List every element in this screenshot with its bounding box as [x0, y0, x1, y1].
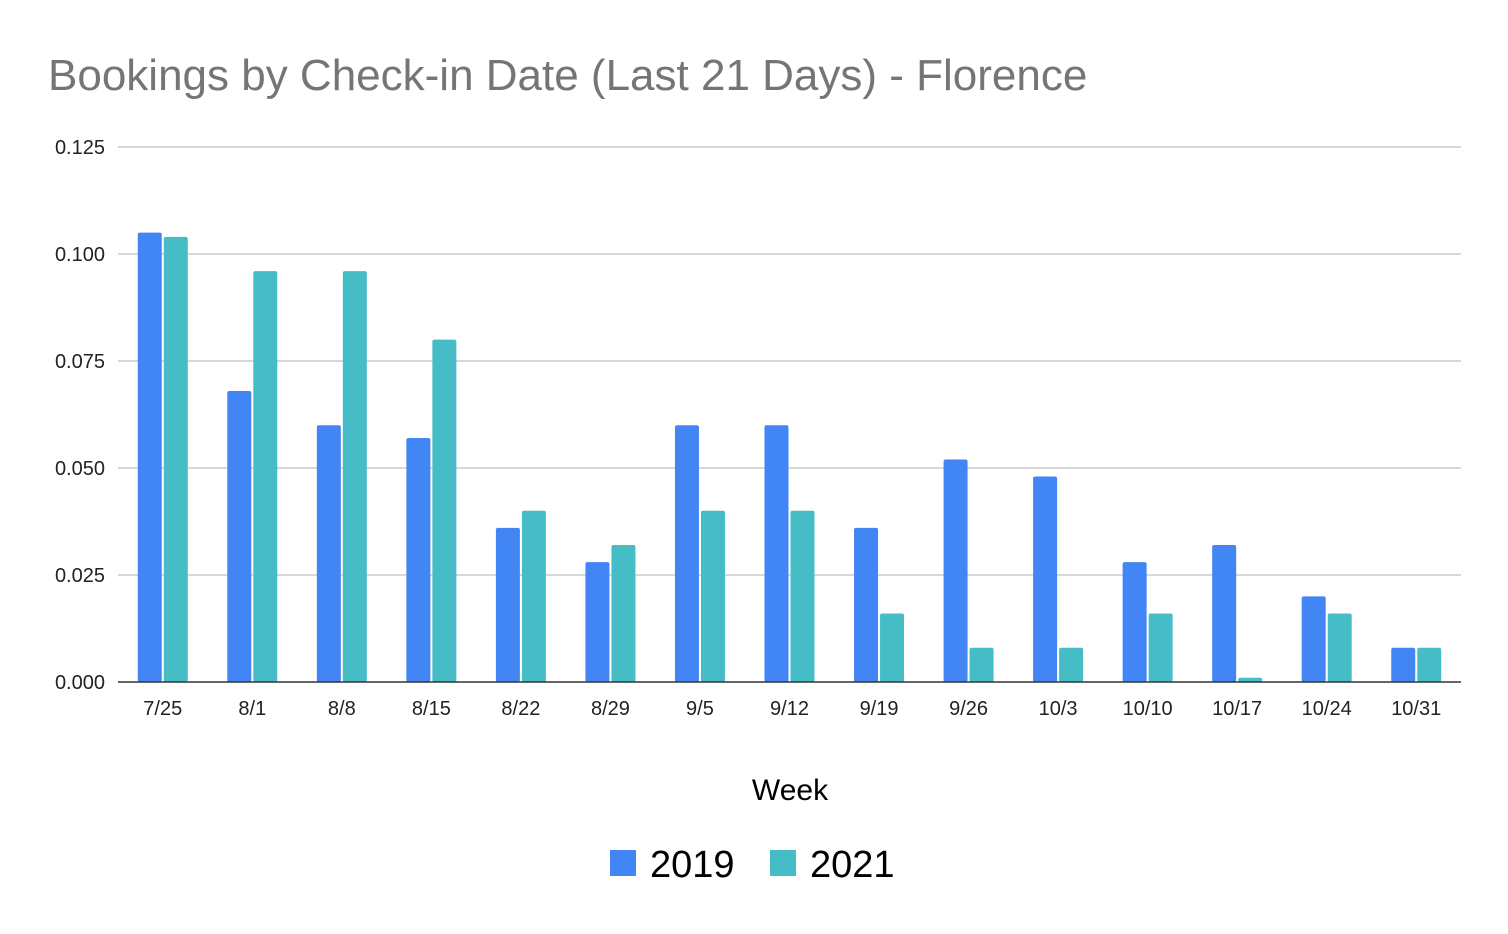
x-tick-label: 10/17	[1212, 698, 1262, 720]
legend-label-2021: 2021	[810, 844, 895, 886]
bar-2021-9-12	[790, 510, 815, 682]
bar-2019-10-10	[1122, 562, 1147, 682]
bar-2019-9-5	[674, 425, 699, 682]
bar-2019-8-22	[495, 527, 520, 682]
bar-2021-9-5	[700, 510, 725, 682]
bar-2019-8-29	[585, 562, 610, 682]
bar-2021-10-10	[1148, 613, 1173, 682]
bar-2019-8-15	[406, 438, 431, 682]
x-tick-label: 8/29	[591, 698, 630, 720]
bar-2019-10-24	[1301, 596, 1326, 682]
bar-2021-7-25	[163, 236, 188, 682]
x-tick-label: 9/19	[860, 698, 899, 720]
bar-2021-8-29	[611, 545, 636, 682]
x-tick-labels: 7/25 8/1 8/8 8/15 8/22 8/29 9/5 9/12 9/19 9/26 10/…	[143, 698, 1441, 720]
x-tick-label: 9/26	[949, 698, 988, 720]
bar-2021-8-1	[253, 271, 278, 682]
chart-title: Bookings by Check-in Date (Last 21 Days)…	[48, 51, 1087, 100]
y-tick-labels: 0.000 0.025 0.050 0.075 0.100 0.125	[55, 137, 105, 694]
bar-2019-8-1	[227, 390, 252, 682]
x-tick-label: 10/31	[1391, 698, 1441, 720]
x-tick-label: 8/8	[328, 698, 356, 720]
x-tick-label: 10/10	[1123, 698, 1173, 720]
x-tick-label: 8/1	[238, 698, 266, 720]
bar-2021-9-26	[969, 647, 994, 682]
y-tick-label: 0.100	[55, 244, 105, 266]
bar-2021-10-31	[1417, 647, 1442, 682]
bars	[137, 232, 1442, 682]
bar-2019-10-3	[1033, 476, 1058, 682]
y-tick-label: 0.025	[55, 565, 105, 587]
legend-swatch-2021	[770, 850, 796, 876]
bar-2021-8-15	[432, 339, 457, 682]
x-axis-label: Week	[752, 774, 829, 807]
bar-2021-8-8	[342, 271, 367, 682]
legend-swatch-2019	[610, 850, 636, 876]
bar-2021-10-24	[1327, 613, 1352, 682]
bar-2019-10-17	[1212, 545, 1237, 682]
legend-label-2019: 2019	[650, 844, 735, 886]
legend: 2019 2021	[610, 844, 895, 886]
y-tick-label: 0.050	[55, 458, 105, 480]
x-tick-label: 9/5	[686, 698, 714, 720]
bar-2019-8-8	[316, 425, 341, 682]
x-tick-label: 8/15	[412, 698, 451, 720]
bar-2019-9-19	[854, 527, 879, 682]
x-tick-label: 10/24	[1302, 698, 1352, 720]
x-tick-label: 9/12	[770, 698, 809, 720]
bar-2019-9-12	[764, 425, 789, 682]
y-tick-label: 0.000	[55, 672, 105, 694]
bar-2021-8-22	[521, 510, 546, 682]
bar-2019-10-31	[1391, 647, 1416, 682]
bar-2021-10-3	[1059, 647, 1084, 682]
bar-2021-9-19	[880, 613, 905, 682]
grid-lines	[118, 146, 1461, 576]
x-tick-label: 10/3	[1039, 698, 1078, 720]
y-tick-label: 0.075	[55, 351, 105, 373]
x-tick-label: 8/22	[501, 698, 540, 720]
bar-2019-7-25	[137, 232, 162, 682]
x-tick-label: 7/25	[143, 698, 182, 720]
bar-2019-9-26	[943, 459, 968, 682]
y-tick-label: 0.125	[55, 137, 105, 159]
bar-2021-10-17	[1238, 677, 1263, 682]
